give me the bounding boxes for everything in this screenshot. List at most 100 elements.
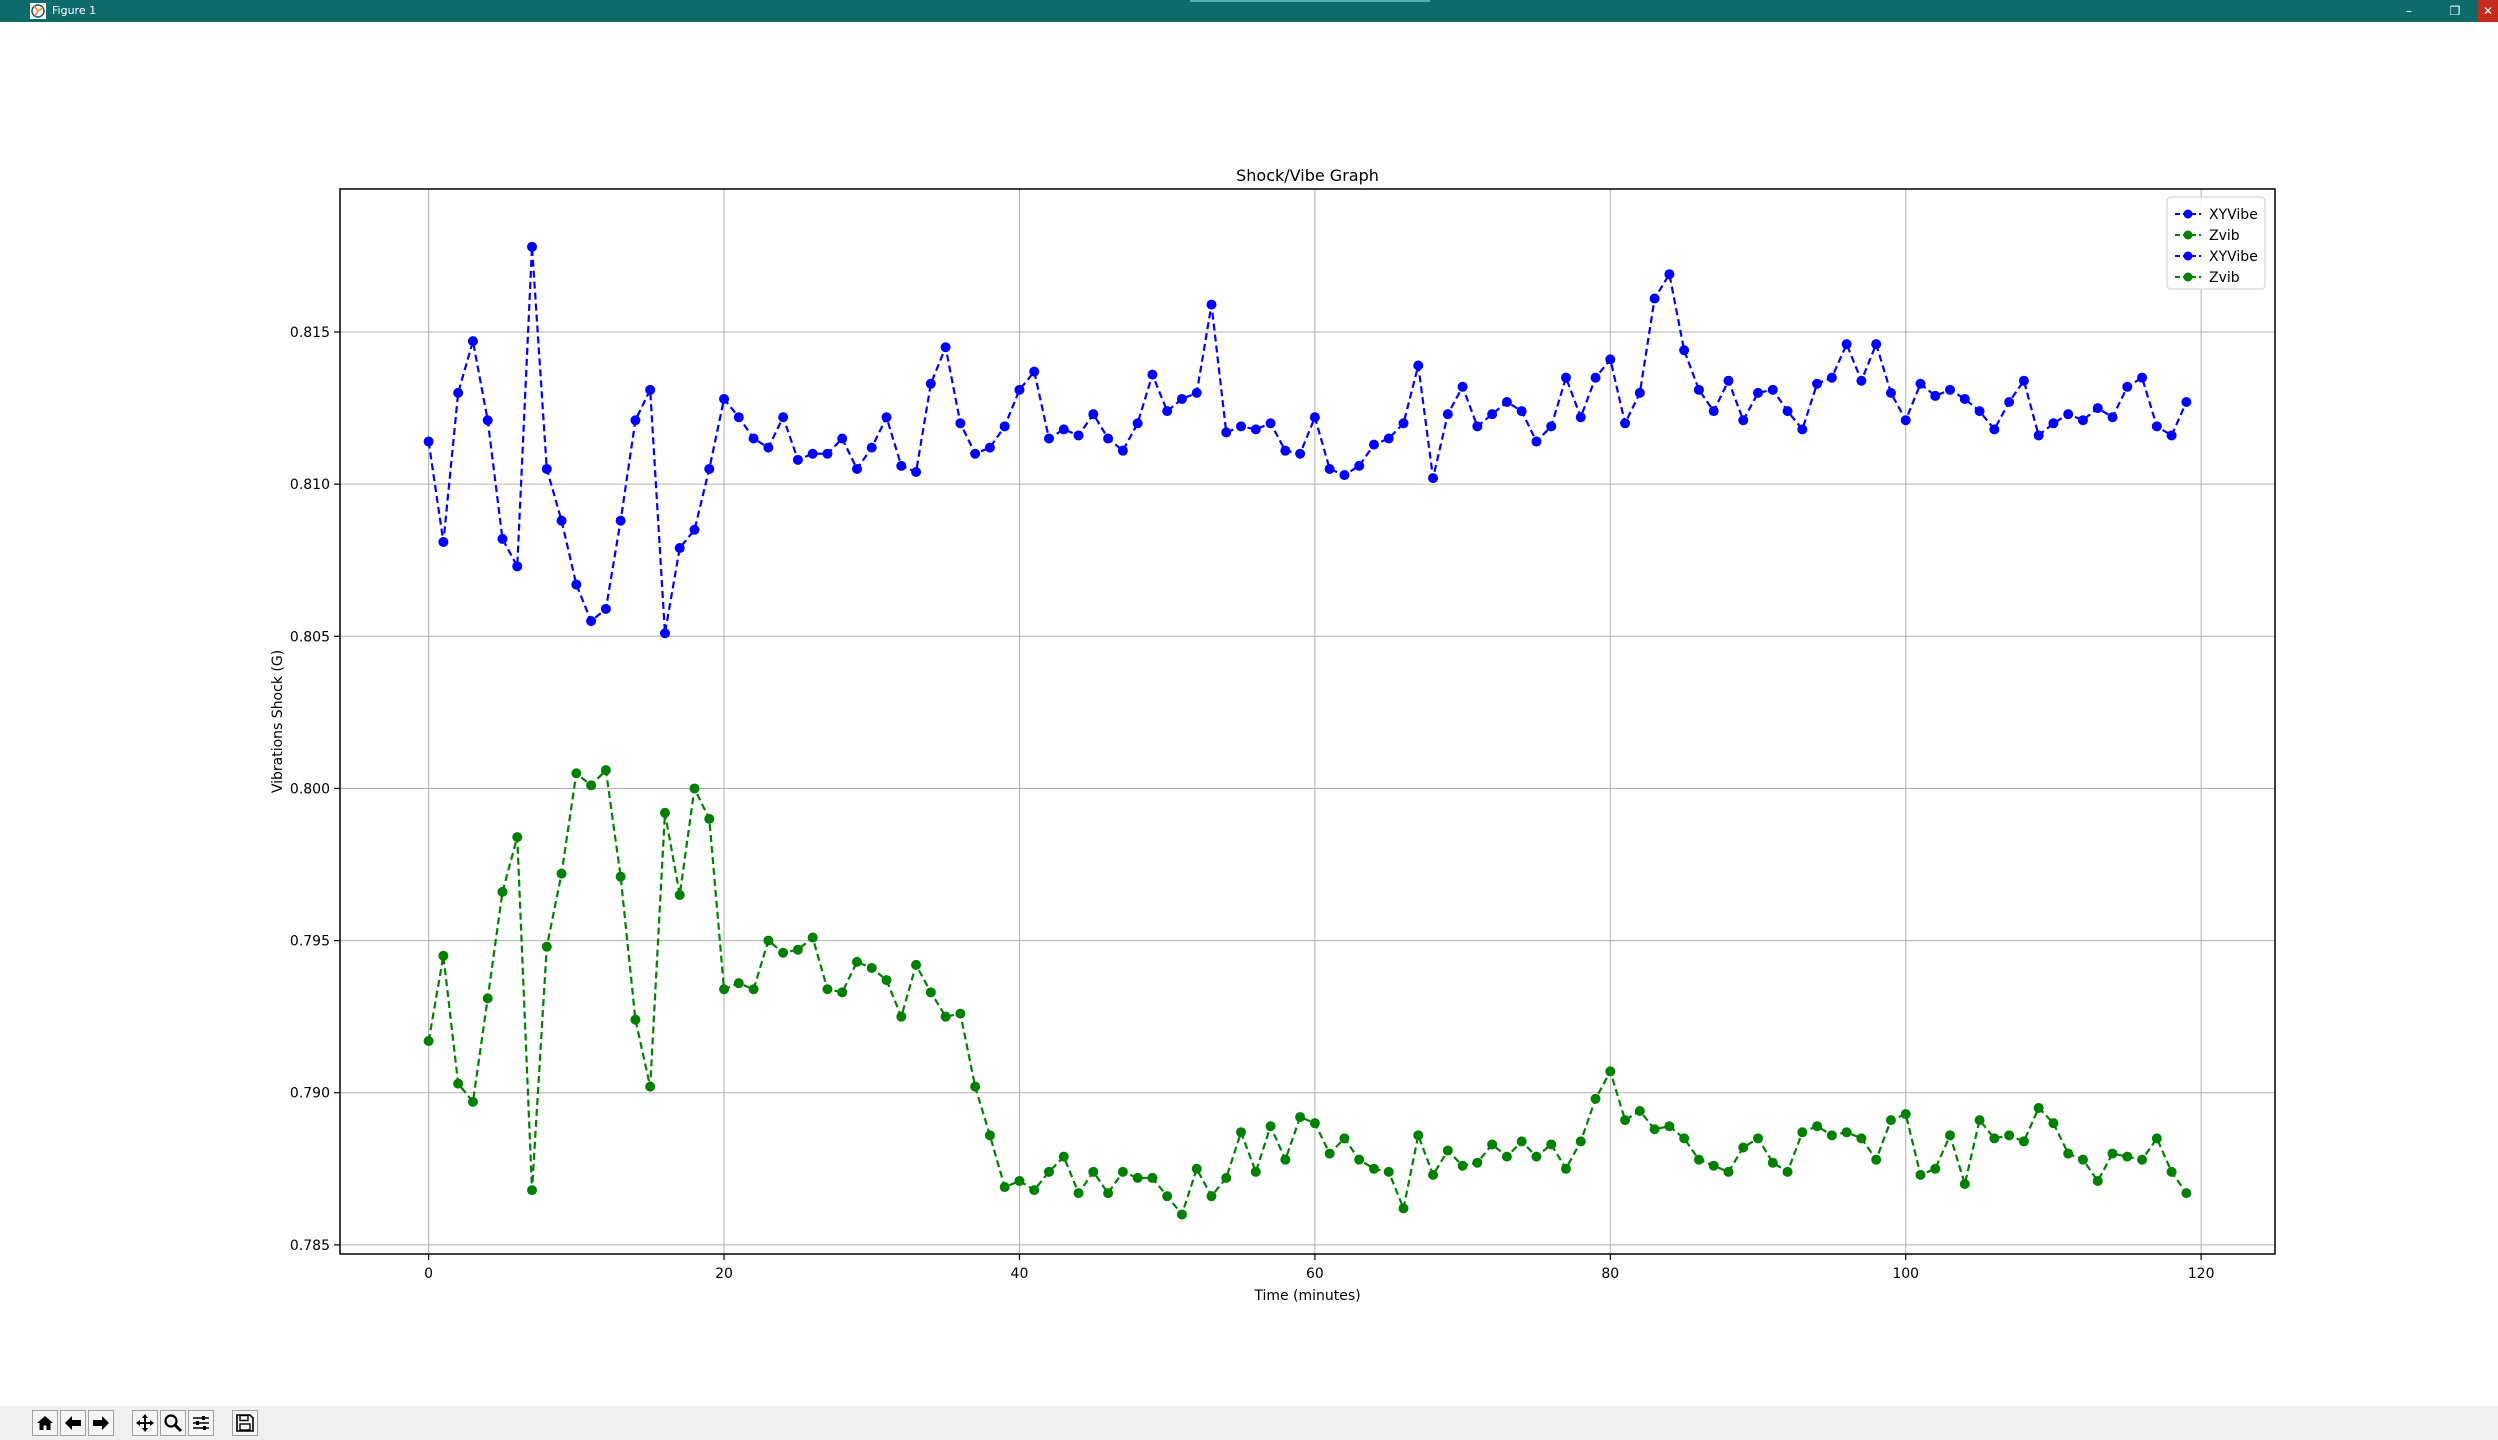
legend-entry[interactable]: XYVibe (2175, 249, 2258, 265)
zoom-button[interactable] (160, 1410, 186, 1436)
legend-entry[interactable]: Zvib (2175, 228, 2240, 244)
figure-background (0, 22, 2498, 1406)
data-point (556, 515, 567, 526)
y-axis-label: Vibrations Shock (G) (270, 650, 286, 793)
data-point (1191, 387, 1202, 398)
data-point (1841, 339, 1852, 350)
data-point (984, 1130, 995, 1141)
legend-entry[interactable]: Zvib (2175, 270, 2240, 286)
chart[interactable]: 0 20 40 60 80 100 120 0.785 0.790 0.795 0.800 0.805… (0, 22, 2498, 1406)
data-point (1812, 1121, 1823, 1132)
save-button[interactable] (232, 1410, 258, 1436)
data-point (778, 412, 789, 423)
data-point (1782, 1166, 1793, 1177)
data-point (2166, 1166, 2177, 1177)
data-point (2033, 1102, 2044, 1113)
data-point (527, 241, 538, 252)
close-button[interactable]: ✕ (2478, 0, 2498, 22)
x-tick-label: 80 (1601, 1266, 1619, 1282)
data-point (1974, 1115, 1985, 1126)
configure-subplots-icon (193, 1416, 209, 1430)
data-point (1103, 1188, 1114, 1199)
data-point (600, 765, 611, 776)
data-point (925, 378, 936, 389)
y-tick-label: 0.800 (290, 781, 330, 797)
data-point (1368, 1163, 1379, 1174)
data-point (1693, 1154, 1704, 1165)
data-point (1856, 1133, 1867, 1144)
data-point (1339, 470, 1350, 481)
data-point (1738, 415, 1749, 426)
series-line (427, 246, 2188, 634)
restore-button[interactable]: ❐ (2449, 4, 2461, 18)
data-point (1088, 1166, 1099, 1177)
data-point (1088, 409, 1099, 420)
data-point (1634, 1105, 1645, 1116)
data-point (1487, 1139, 1498, 1150)
back-button[interactable] (60, 1410, 86, 1436)
series-zvib (423, 765, 2192, 1220)
data-point (1900, 1109, 1911, 1120)
navigation-toolbar (0, 1406, 2498, 1440)
legend-entry[interactable]: XYVibe (2175, 207, 2258, 223)
data-point (1398, 418, 1409, 429)
forward-arrow-icon (93, 1416, 109, 1430)
data-point (2166, 430, 2177, 441)
data-point (482, 993, 493, 1004)
data-point (822, 448, 833, 459)
data-point (1782, 406, 1793, 417)
legend[interactable]: XYVibe Zvib XYVibe Zvib (2166, 196, 2266, 290)
home-button[interactable] (32, 1410, 58, 1436)
data-point (1014, 1175, 1025, 1186)
data-point (2063, 1148, 2074, 1159)
y-tick-label: 0.805 (290, 629, 330, 645)
data-point (1280, 1154, 1291, 1165)
data-point (851, 956, 862, 967)
data-point (1044, 433, 1055, 444)
data-point (792, 454, 803, 465)
pan-button[interactable] (132, 1410, 158, 1436)
minimize-button[interactable]: – (2406, 4, 2412, 18)
y-tick-label: 0.815 (290, 325, 330, 341)
data-point (1959, 1179, 1970, 1190)
data-point (1324, 1148, 1335, 1159)
x-axis-label: Time (minutes) (1253, 1288, 1360, 1304)
x-tick-label: 60 (1306, 1266, 1324, 1282)
data-point (2122, 1151, 2133, 1162)
data-point (453, 1078, 464, 1089)
data-point (2033, 430, 2044, 441)
data-point (1147, 1172, 1158, 1183)
data-point (1236, 1127, 1247, 1138)
legend-marker (2183, 230, 2193, 240)
configure-subplots-button[interactable] (188, 1410, 214, 1436)
legend-marker (2183, 272, 2193, 282)
data-point (1176, 393, 1187, 404)
data-point (2018, 1136, 2029, 1147)
data-point (1206, 1191, 1217, 1202)
data-point (423, 436, 434, 447)
data-point (1221, 427, 1232, 438)
data-point (2004, 397, 2015, 407)
data-point (2137, 372, 2148, 383)
data-point (497, 886, 508, 897)
data-point (467, 336, 478, 347)
data-point (1812, 378, 1823, 389)
data-point (719, 393, 730, 404)
data-point (689, 524, 700, 535)
data-point (733, 978, 744, 989)
data-point (1723, 1166, 1734, 1177)
data-point (896, 460, 907, 471)
data-point (704, 813, 715, 824)
data-point (1073, 430, 1084, 441)
window-titlebar[interactable]: Figure 1 – ❐ ✕ (0, 0, 2498, 22)
data-point (1368, 439, 1379, 450)
data-point (1560, 372, 1571, 383)
legend-box (2166, 196, 2266, 290)
figure-canvas[interactable]: 0 20 40 60 80 100 120 0.785 0.790 0.795 0.800 0.805… (0, 22, 2498, 1406)
data-point (1516, 1136, 1527, 1147)
forward-button[interactable] (88, 1410, 114, 1436)
data-point (2107, 412, 2118, 423)
grid (340, 189, 2275, 1254)
data-point (1309, 412, 1320, 423)
data-point (940, 342, 951, 353)
